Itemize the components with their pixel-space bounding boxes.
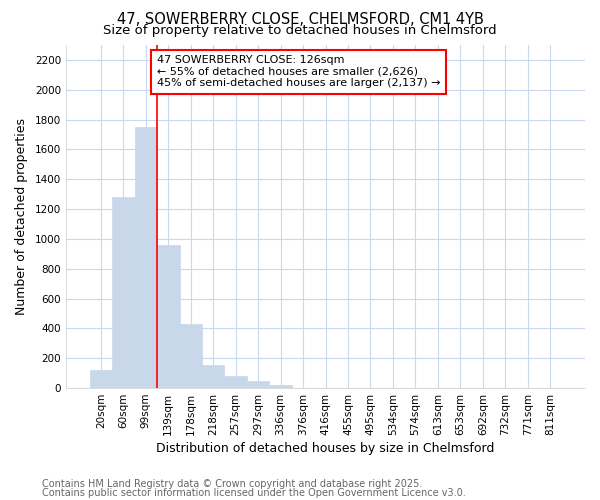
Bar xyxy=(134,127,157,388)
Text: Size of property relative to detached houses in Chelmsford: Size of property relative to detached ho… xyxy=(103,24,497,37)
X-axis label: Distribution of detached houses by size in Chelmsford: Distribution of detached houses by size … xyxy=(157,442,495,455)
Y-axis label: Number of detached properties: Number of detached properties xyxy=(15,118,28,315)
Text: Contains public sector information licensed under the Open Government Licence v3: Contains public sector information licen… xyxy=(42,488,466,498)
Bar xyxy=(247,382,269,388)
Text: 47, SOWERBERRY CLOSE, CHELMSFORD, CM1 4YB: 47, SOWERBERRY CLOSE, CHELMSFORD, CM1 4Y… xyxy=(116,12,484,28)
Bar xyxy=(112,197,134,388)
Bar xyxy=(89,370,112,388)
Bar xyxy=(224,376,247,388)
Text: 47 SOWERBERRY CLOSE: 126sqm
← 55% of detached houses are smaller (2,626)
45% of : 47 SOWERBERRY CLOSE: 126sqm ← 55% of det… xyxy=(157,56,440,88)
Bar xyxy=(179,324,202,388)
Bar xyxy=(157,245,179,388)
Bar xyxy=(269,385,292,388)
Text: Contains HM Land Registry data © Crown copyright and database right 2025.: Contains HM Land Registry data © Crown c… xyxy=(42,479,422,489)
Bar xyxy=(202,365,224,388)
